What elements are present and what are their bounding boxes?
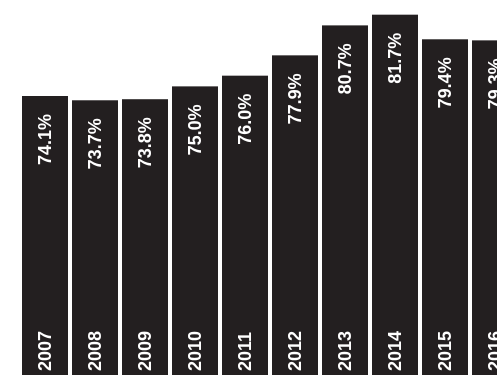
value-label-2014: 81.7% — [385, 33, 405, 84]
category-label-2012: 2012 — [285, 331, 305, 371]
value-label-2016: 79.3% — [485, 58, 497, 109]
value-label-2011: 76.0% — [235, 94, 255, 145]
category-label-2007: 2007 — [35, 331, 55, 371]
category-label-2011: 2011 — [235, 332, 255, 371]
value-label-2015: 79.4% — [435, 57, 455, 108]
bar-2011 — [222, 75, 268, 375]
bar-2007 — [22, 96, 68, 375]
value-label-2007: 74.1% — [35, 114, 55, 165]
category-label-2016: 2016 — [485, 331, 497, 371]
category-label-2008: 2008 — [85, 331, 105, 371]
bar-2014 — [372, 14, 418, 375]
bars-group — [22, 14, 497, 375]
value-label-2009: 73.8% — [135, 117, 155, 168]
bar-2012 — [272, 55, 318, 375]
bar-2010 — [172, 86, 218, 375]
bar-2013 — [322, 25, 368, 375]
value-label-2013: 80.7% — [335, 43, 355, 94]
bar-2015 — [422, 39, 468, 375]
category-labels-group: 2007 2008 2009 2010 2011 2012 2013 2014 2015 2016 — [35, 331, 497, 371]
category-label-2014: 2014 — [385, 331, 405, 371]
category-label-2013: 2013 — [335, 331, 355, 371]
category-label-2010: 2010 — [185, 331, 205, 371]
value-label-2008: 73.7% — [85, 118, 105, 169]
bar-2008 — [72, 100, 118, 375]
value-label-2012: 77.9% — [285, 73, 305, 124]
value-label-2010: 75.0% — [185, 104, 205, 155]
bar-2016 — [472, 40, 497, 375]
bar-2009 — [122, 99, 168, 375]
value-labels-group: 74.1% 73.7% 73.8% 75.0% 76.0% 77.9% 80.7% 81.7%… — [35, 33, 497, 170]
category-label-2015: 2015 — [435, 331, 455, 371]
category-label-2009: 2009 — [135, 331, 155, 371]
